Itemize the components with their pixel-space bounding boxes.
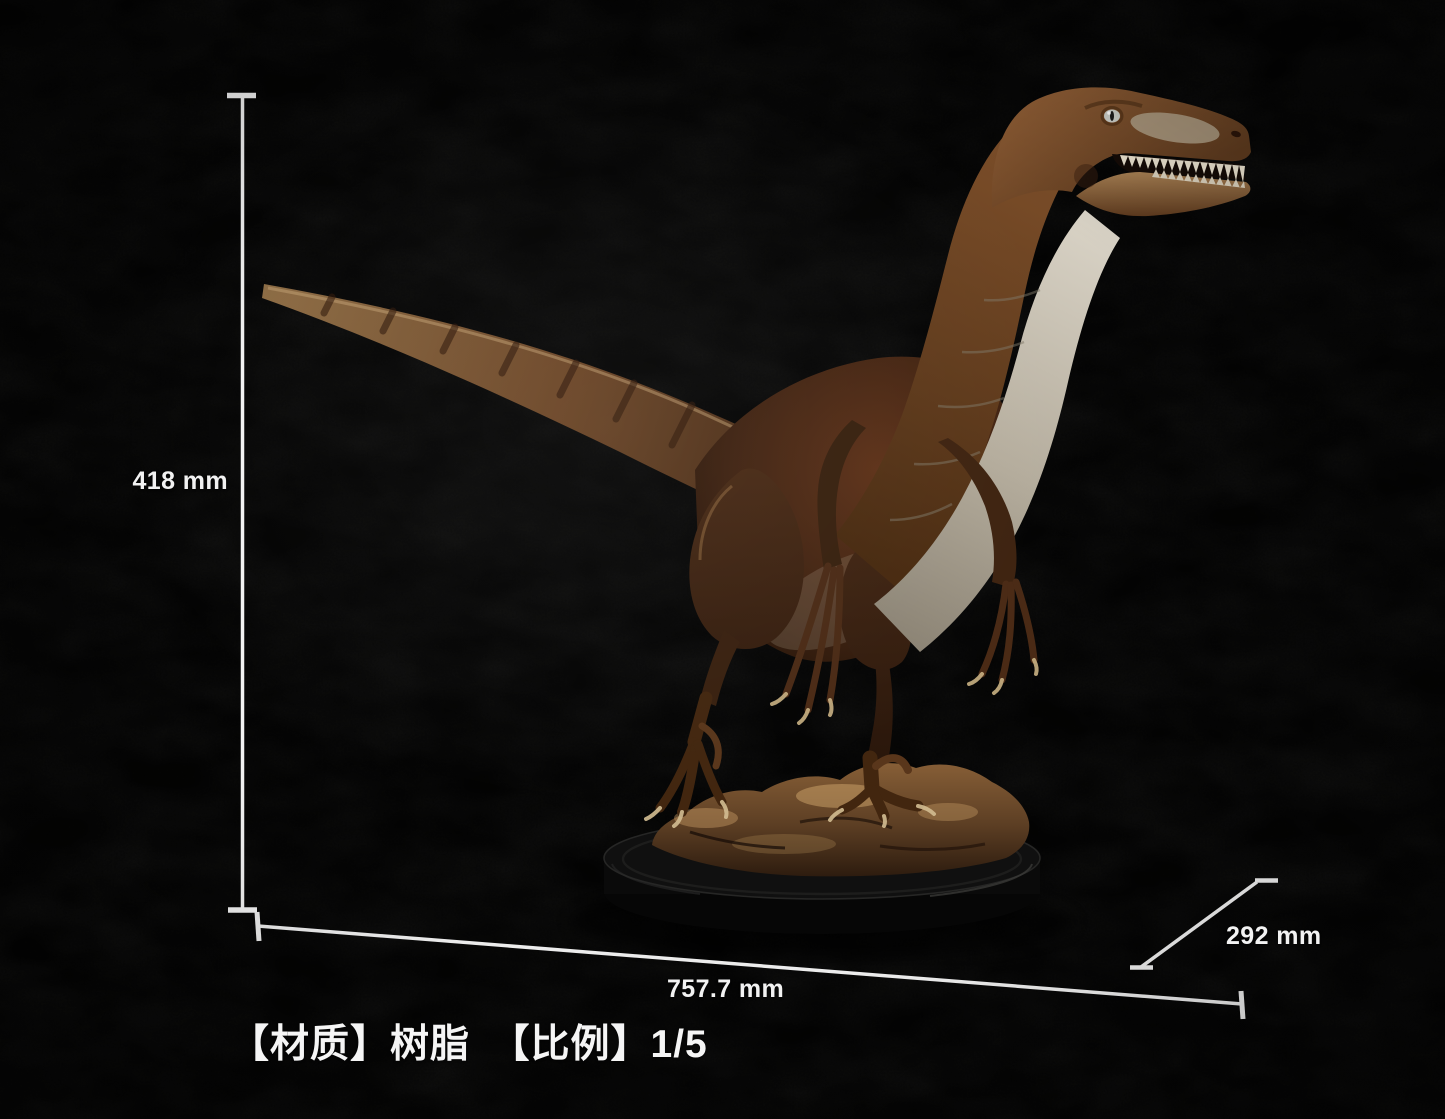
height-dimension-label: 418 mm <box>132 467 228 495</box>
depth-dimension-line <box>1130 878 1278 970</box>
raptor-eye <box>1100 106 1124 126</box>
jaw-hinge-shadow <box>1074 164 1098 188</box>
depth-dimension-label: 292 mm <box>1226 922 1322 950</box>
length-dimension-line <box>254 911 1246 1020</box>
raptor-left-arm <box>770 420 866 725</box>
height-dimension-line <box>227 92 257 913</box>
nostril <box>1231 130 1241 138</box>
raptor-lower-teeth <box>1152 169 1245 188</box>
raptor-chest <box>874 210 1120 652</box>
length-dimension-label: 757.7 mm <box>667 975 785 1003</box>
rock-base <box>652 763 1030 877</box>
raptor-left-leg <box>644 468 804 828</box>
material-scale-text: 【材质】树脂 【比例】1/5 <box>230 1023 708 1066</box>
raptor-right-arm <box>938 438 1039 695</box>
raptor-neck <box>835 120 1075 595</box>
brow-line <box>1084 99 1143 110</box>
raptor-upper-teeth <box>1120 155 1245 183</box>
snout-highlight <box>1130 112 1220 144</box>
raptor-head <box>991 87 1251 217</box>
